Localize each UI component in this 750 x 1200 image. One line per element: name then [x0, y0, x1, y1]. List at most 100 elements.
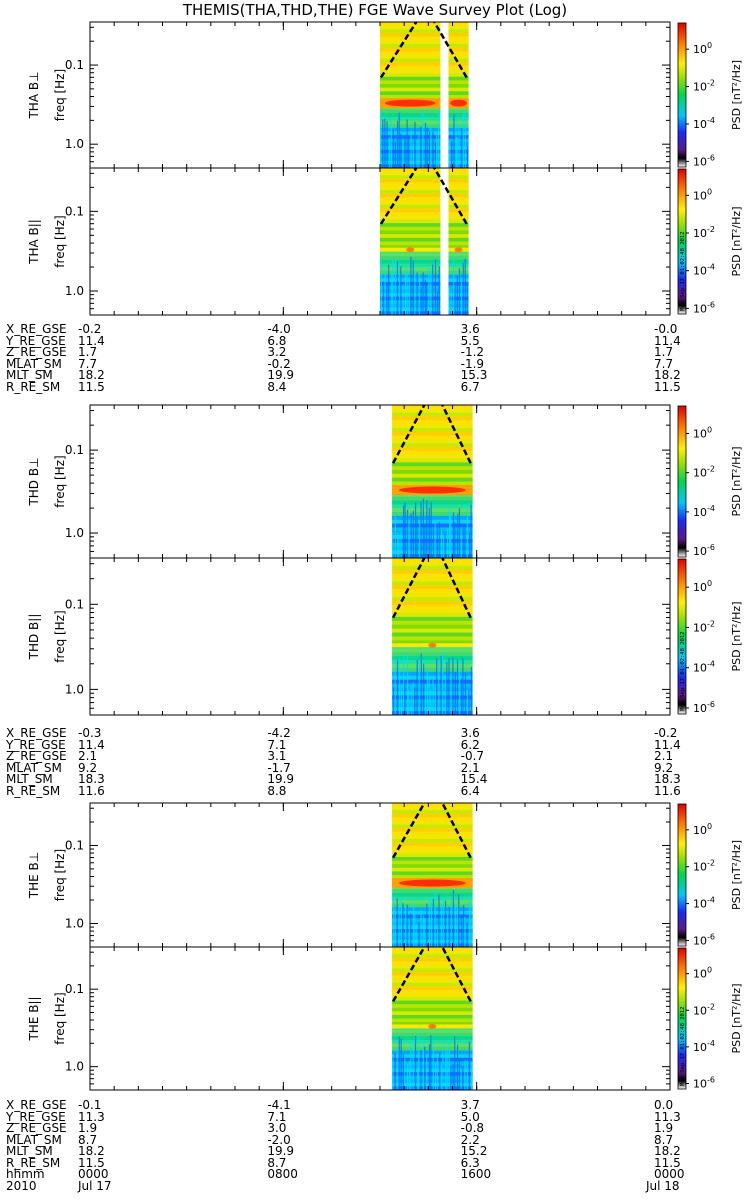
- spectrogram-streak: [382, 119, 384, 168]
- spectrogram-cell: [392, 569, 473, 575]
- spectrogram-streak: [426, 500, 428, 558]
- spectrogram-cell: [380, 182, 441, 187]
- spectrogram-streak: [452, 890, 454, 947]
- spectrogram-cell: [448, 212, 469, 217]
- spectrogram-cell: [392, 508, 473, 513]
- spectrogram-streak: [458, 508, 461, 558]
- spectrogram-cell: [392, 707, 473, 712]
- spectrogram-streak: [434, 142, 437, 168]
- spectrogram-cell: [380, 190, 441, 195]
- spectrogram-cell: [392, 961, 473, 966]
- spectrogram-streak: [458, 894, 460, 947]
- time-axis-year-label: 2010: [6, 1178, 37, 1193]
- spectrogram-cell: [448, 197, 469, 202]
- spectrogram-streak: [424, 279, 426, 315]
- spectrogram-streak: [466, 503, 468, 558]
- spectrogram-streak: [412, 902, 415, 947]
- ephemeris-value: 2.1: [460, 760, 480, 775]
- spectrogram-streak: [408, 519, 410, 558]
- spectrogram-streak: [424, 525, 426, 558]
- spectrogram-cell: [380, 292, 441, 298]
- spectrogram-cell: [392, 821, 473, 826]
- spectrogram-cell: [448, 175, 469, 180]
- spectrogram-streak: [392, 129, 394, 168]
- spectrogram-cell: [392, 839, 473, 844]
- spectrogram-streak: [404, 681, 406, 715]
- spectrogram-streak: [432, 1042, 434, 1090]
- spectrogram-streak: [400, 266, 402, 315]
- spectrogram-cell: [448, 109, 469, 114]
- spectrogram-streak: [422, 272, 424, 315]
- spectrogram-streak: [462, 1066, 464, 1090]
- creation-stamp: Mon Sep 17 01:02:48 2012: [680, 232, 686, 311]
- colorbar-tick-label: 10-6: [693, 543, 715, 558]
- spectrogram-streak: [466, 923, 468, 947]
- colorbar-label: PSD [nT²/Hz]: [730, 840, 743, 910]
- ephemeris-value: 1.9: [78, 1121, 98, 1135]
- ephemeris-value: 3.7: [460, 1098, 480, 1112]
- spectrogram-streak: [454, 671, 456, 715]
- gyrofrequency-line: [391, 557, 426, 619]
- ephemeris-label: Z_RE_GSE: [6, 345, 67, 359]
- spectrogram-streak: [420, 908, 422, 947]
- spectrogram-cell: [392, 652, 473, 657]
- ephemeris-value: 7.7: [654, 356, 674, 371]
- ephemeris-value: -0.7: [460, 749, 485, 763]
- spectrogram-cell: [448, 300, 469, 305]
- colorbar-tick-label: 10-2: [693, 1002, 715, 1017]
- ytick-label: 1.0: [65, 526, 84, 540]
- spectrogram-cell: [380, 32, 441, 38]
- spectrogram-streak: [397, 532, 399, 558]
- spectrogram-streak: [453, 258, 455, 315]
- spectrogram-cell: [392, 947, 473, 952]
- spectrogram-streak: [438, 661, 440, 715]
- spectrogram-streak: [403, 505, 405, 558]
- freq-axis-label: freq [Hz]: [53, 849, 67, 901]
- colorbar-tick-label: 100: [693, 187, 712, 202]
- spectrogram-cell: [392, 1072, 473, 1077]
- spectrogram-cell: [448, 84, 469, 89]
- spectrogram-streak: [418, 132, 420, 168]
- spectrogram-streak: [390, 274, 392, 315]
- spectrogram-streak: [432, 677, 434, 715]
- spectrogram-cell: [392, 609, 473, 614]
- spectrogram-cell: [392, 875, 473, 880]
- spectrogram-cell: [392, 408, 473, 414]
- spectrogram-cell: [380, 80, 441, 85]
- spectrogram-streak: [459, 664, 461, 715]
- spectrogram-streak: [412, 1041, 414, 1090]
- spectrogram-cell: [392, 593, 473, 598]
- spectrogram-cell: [392, 554, 473, 559]
- ephemeris-value: 0.0: [654, 1098, 674, 1112]
- spectrogram-streak: [456, 659, 459, 715]
- spectrogram-cell: [392, 831, 473, 836]
- ephemeris-value: 6.4: [460, 783, 480, 798]
- spectrogram-cell: [380, 256, 441, 261]
- spectrogram-cell: [448, 36, 469, 41]
- spectrogram-block: [380, 22, 441, 169]
- ephemeris-value: 19.9: [267, 368, 295, 382]
- ephemeris-value: -1.9: [460, 356, 485, 371]
- spectrogram-cell: [448, 182, 469, 187]
- spectrogram-streak: [406, 119, 408, 168]
- spectrogram-cell: [392, 492, 473, 498]
- spectrogram-cell: [448, 73, 469, 78]
- spectrogram-cell: [380, 241, 441, 246]
- spectrogram-streak: [392, 687, 395, 715]
- spectrogram-cell: [448, 95, 469, 100]
- spectrogram-streak: [412, 510, 414, 558]
- spectrogram-cell: [380, 281, 441, 287]
- spectrogram-cell: [392, 1000, 473, 1005]
- gyrofrequency-line: [433, 21, 468, 79]
- spectrogram-streak: [410, 913, 412, 947]
- spectrogram-cell: [380, 69, 441, 74]
- spectrogram-streak: [432, 524, 435, 558]
- colorbar-label: PSD [nT²/Hz]: [730, 601, 743, 671]
- spectrogram-streak: [434, 686, 436, 715]
- spectrogram-cell: [392, 519, 473, 525]
- spectrogram-cell: [380, 127, 441, 132]
- spectrogram-streak: [450, 900, 452, 947]
- spectrogram-cell: [392, 1075, 473, 1080]
- spectrogram-cell: [392, 538, 473, 544]
- ytick-label: 0.1: [65, 58, 84, 72]
